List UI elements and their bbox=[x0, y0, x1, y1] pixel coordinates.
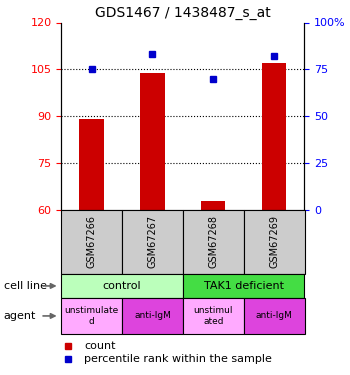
Text: cell line: cell line bbox=[4, 281, 47, 291]
Title: GDS1467 / 1438487_s_at: GDS1467 / 1438487_s_at bbox=[95, 6, 271, 20]
Text: percentile rank within the sample: percentile rank within the sample bbox=[84, 354, 272, 364]
Text: GSM67266: GSM67266 bbox=[87, 215, 97, 268]
Text: count: count bbox=[84, 341, 116, 351]
Text: anti-IgM: anti-IgM bbox=[256, 311, 293, 320]
Bar bbox=[140, 72, 164, 210]
Text: GSM67267: GSM67267 bbox=[147, 215, 158, 268]
Text: anti-IgM: anti-IgM bbox=[134, 311, 171, 320]
Bar bbox=[79, 119, 104, 210]
Text: GSM67268: GSM67268 bbox=[208, 215, 218, 268]
Bar bbox=[262, 63, 286, 210]
Text: unstimul
ated: unstimul ated bbox=[194, 306, 233, 326]
Text: GSM67269: GSM67269 bbox=[269, 215, 279, 268]
Bar bbox=[201, 201, 225, 210]
Text: agent: agent bbox=[4, 311, 36, 321]
Text: control: control bbox=[103, 281, 141, 291]
Text: TAK1 deficient: TAK1 deficient bbox=[204, 281, 284, 291]
Text: unstimulate
d: unstimulate d bbox=[64, 306, 119, 326]
